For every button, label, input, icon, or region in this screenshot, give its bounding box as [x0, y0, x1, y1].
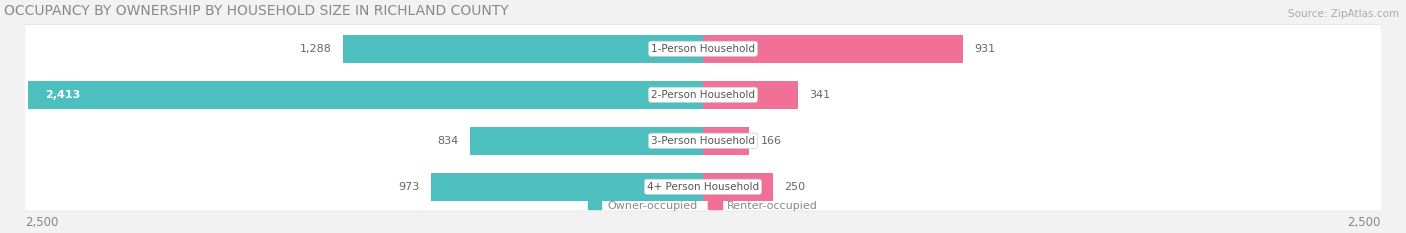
Text: 2-Person Household: 2-Person Household — [651, 90, 755, 100]
Bar — [470, 127, 703, 154]
Text: 4+ Person Household: 4+ Person Household — [647, 182, 759, 192]
Bar — [703, 81, 799, 109]
FancyBboxPatch shape — [25, 116, 1381, 165]
FancyBboxPatch shape — [25, 71, 1381, 119]
Text: 2,413: 2,413 — [45, 90, 80, 100]
Text: 2,500: 2,500 — [1347, 216, 1381, 229]
Legend: Owner-occupied, Renter-occupied: Owner-occupied, Renter-occupied — [583, 196, 823, 215]
FancyBboxPatch shape — [25, 117, 1381, 165]
FancyBboxPatch shape — [25, 163, 1381, 211]
Text: 973: 973 — [398, 182, 420, 192]
Text: 2,500: 2,500 — [25, 216, 59, 229]
Text: 1-Person Household: 1-Person Household — [651, 44, 755, 54]
Text: Source: ZipAtlas.com: Source: ZipAtlas.com — [1288, 9, 1399, 19]
Text: OCCUPANCY BY OWNERSHIP BY HOUSEHOLD SIZE IN RICHLAND COUNTY: OCCUPANCY BY OWNERSHIP BY HOUSEHOLD SIZE… — [4, 4, 509, 18]
Bar — [343, 35, 703, 63]
FancyBboxPatch shape — [25, 70, 1381, 119]
FancyBboxPatch shape — [25, 24, 1381, 73]
Bar — [703, 127, 749, 154]
Text: 931: 931 — [974, 44, 995, 54]
Text: 3-Person Household: 3-Person Household — [651, 136, 755, 146]
Bar — [432, 173, 703, 201]
FancyBboxPatch shape — [25, 162, 1381, 211]
Text: 250: 250 — [785, 182, 806, 192]
Bar — [703, 35, 963, 63]
FancyBboxPatch shape — [25, 25, 1381, 73]
Text: 834: 834 — [437, 136, 458, 146]
Text: 1,288: 1,288 — [299, 44, 332, 54]
Text: 166: 166 — [761, 136, 782, 146]
Text: 341: 341 — [810, 90, 831, 100]
Bar — [703, 173, 773, 201]
Bar — [28, 81, 703, 109]
